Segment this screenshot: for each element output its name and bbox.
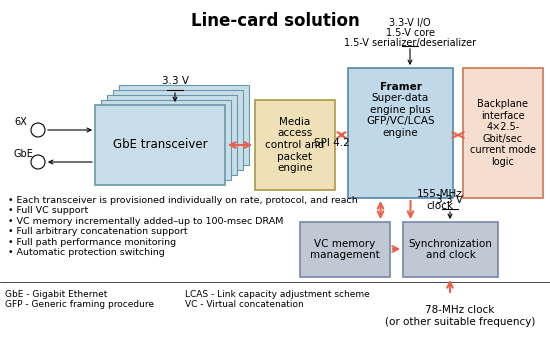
Bar (107, 95, 237, 175)
Bar (463, 68, 543, 198)
Bar (255, 100, 335, 190)
Text: GbE transceiver: GbE transceiver (113, 139, 207, 152)
Text: Super-data
engine plus
GFP/VC/LCAS
engine: Super-data engine plus GFP/VC/LCAS engin… (366, 93, 435, 138)
Text: Synchronization
and clock: Synchronization and clock (409, 239, 492, 260)
Bar (119, 85, 249, 165)
Text: 3.3-V I/O: 3.3-V I/O (389, 18, 431, 28)
Bar (95, 105, 225, 185)
Text: 78-MHz clock
(or other suitable frequency): 78-MHz clock (or other suitable frequenc… (385, 305, 535, 327)
Text: LCAS - Link capacity adjustment scheme
VC - Virtual concatenation: LCAS - Link capacity adjustment scheme V… (185, 290, 370, 309)
Text: 1.5-V core: 1.5-V core (386, 28, 434, 38)
Text: 3.3 V: 3.3 V (162, 76, 189, 86)
Circle shape (31, 123, 45, 137)
Text: 155-MHz
clock: 155-MHz clock (417, 189, 463, 211)
Bar (300, 222, 390, 277)
Text: 6X: 6X (14, 117, 27, 127)
Text: 3.3 V: 3.3 V (437, 195, 464, 205)
Text: Line-card solution: Line-card solution (191, 12, 359, 30)
Text: Media
access
control and
packet
engine: Media access control and packet engine (265, 117, 324, 173)
Text: Framer: Framer (379, 82, 421, 92)
Circle shape (31, 155, 45, 169)
Text: SPI 4.2: SPI 4.2 (314, 138, 350, 148)
Text: 1.5-V serializer/deserializer: 1.5-V serializer/deserializer (344, 38, 476, 48)
Text: • Each transceiver is provisioned individually on rate, protocol, and reach
• Fu: • Each transceiver is provisioned indivi… (8, 196, 358, 257)
Text: GbE: GbE (14, 149, 34, 159)
Bar (113, 90, 243, 170)
Text: VC memory
management: VC memory management (310, 239, 380, 260)
Text: GbE - Gigabit Ethernet
GFP - Generic framing procedure: GbE - Gigabit Ethernet GFP - Generic fra… (5, 290, 154, 309)
Bar (403, 222, 498, 277)
Bar (348, 68, 453, 198)
Bar (101, 100, 231, 180)
Text: Backplane
interface
4×2.5-
Gbit/sec
current mode
logic: Backplane interface 4×2.5- Gbit/sec curr… (470, 99, 536, 167)
